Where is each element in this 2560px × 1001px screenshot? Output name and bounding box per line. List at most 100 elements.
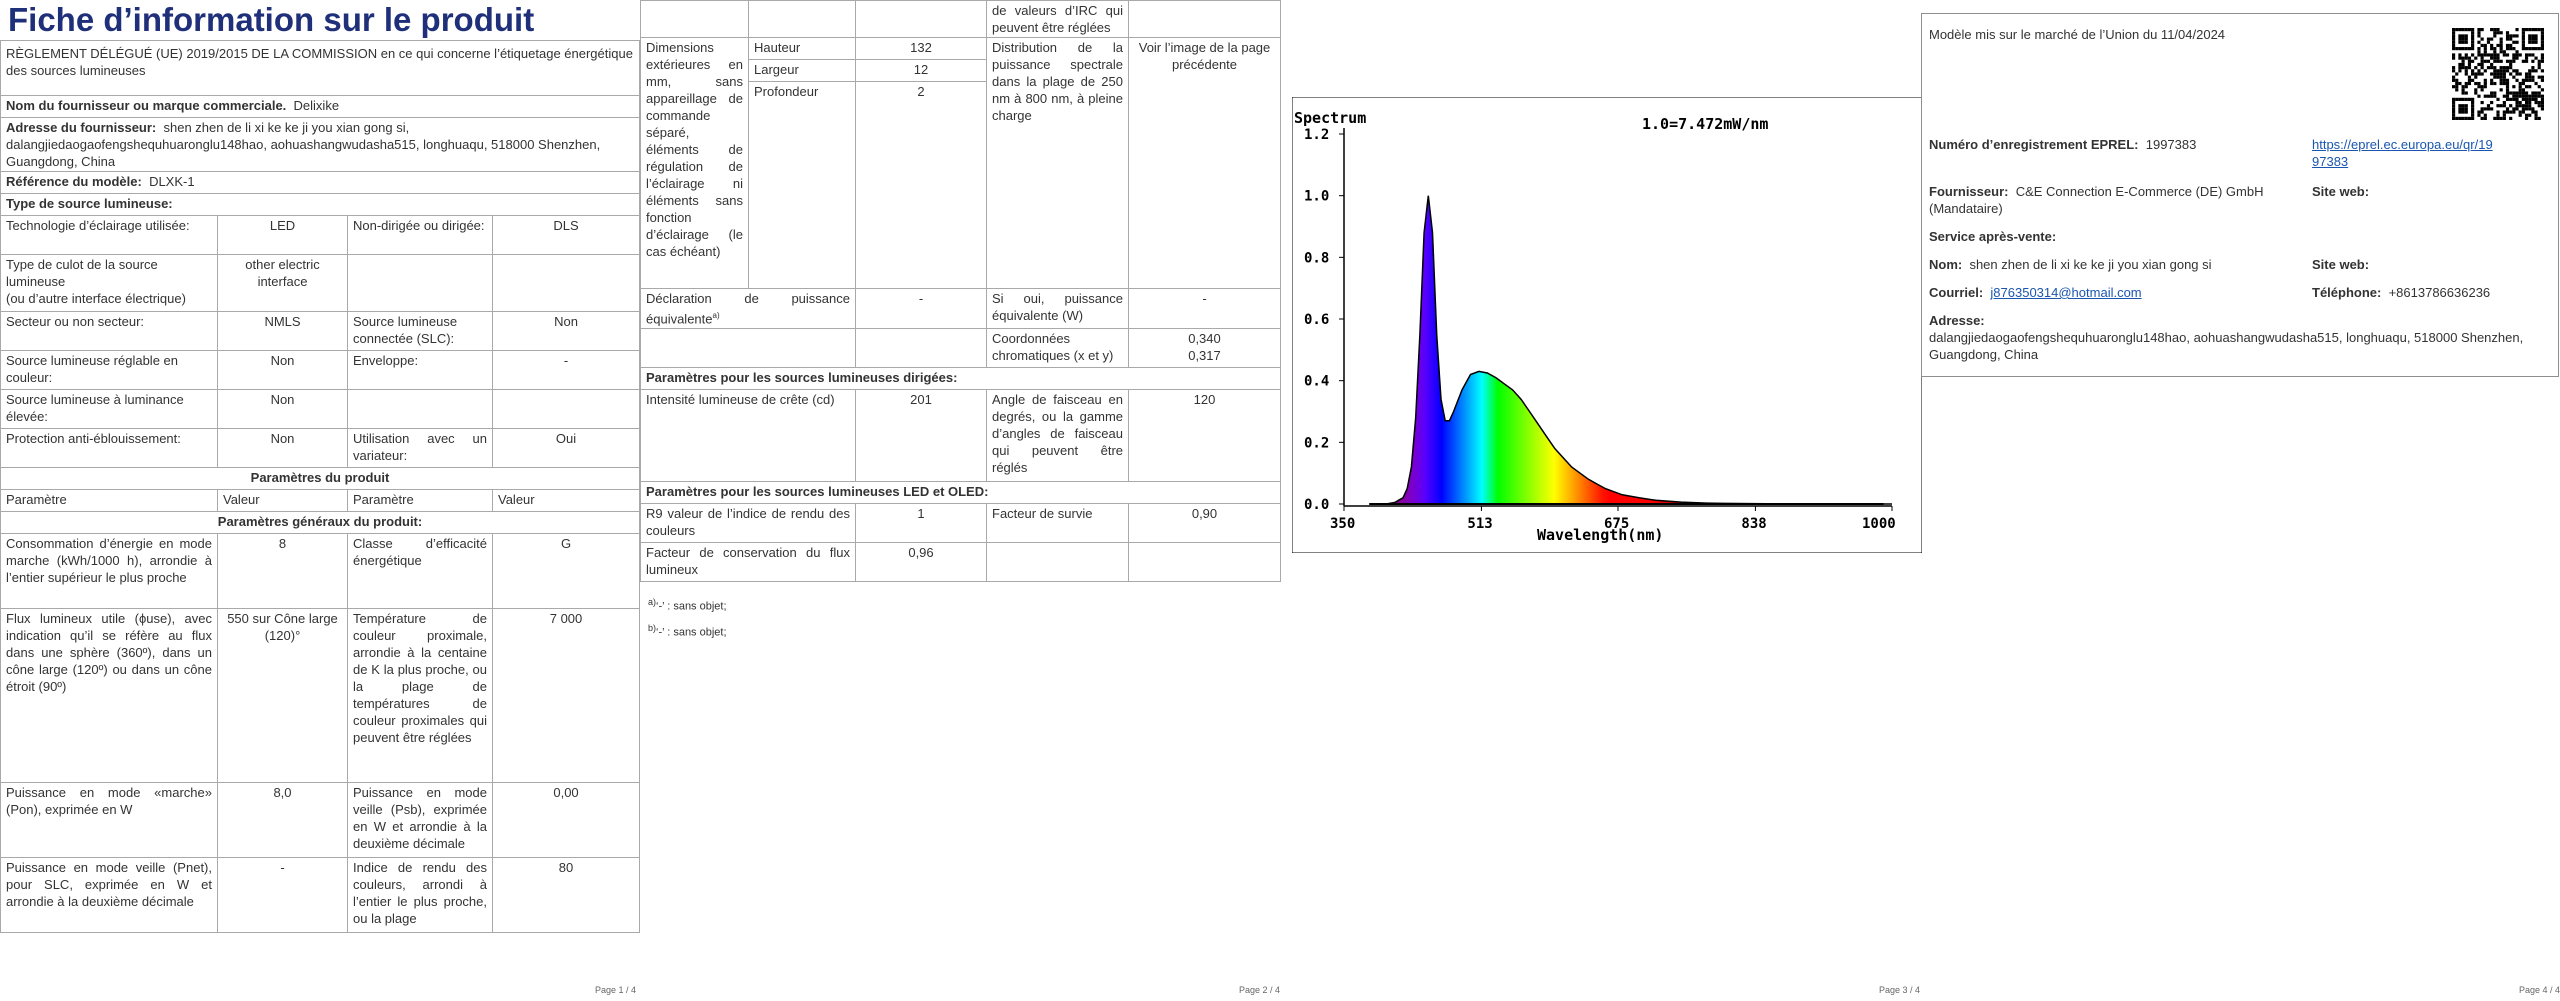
supplier-role: (Mandataire): [1929, 201, 2003, 216]
eprel-link-line-2[interactable]: 97383: [2312, 154, 2349, 169]
chart-frame: [1292, 97, 1922, 553]
page-number: Page 1 / 4: [595, 985, 637, 995]
cell: -: [491, 350, 641, 390]
cell: Source lumineuse à luminance élevée:: [0, 389, 218, 429]
name-label: Nom:: [1929, 257, 1963, 272]
phone-value: +8613786636236: [2388, 285, 2491, 300]
footnote-a: a)‘-’ : sans objet;: [640, 592, 727, 618]
service-label: Service après-vente:: [1929, 229, 2057, 244]
cell: Utilisation avec un variateur:: [347, 428, 493, 468]
cell: [1128, 542, 1281, 583]
table-row: Secteur ou non secteur: NMLS Source lumi…: [0, 311, 641, 351]
cell: [748, 0, 856, 38]
model-value: DLXK-1: [149, 174, 195, 189]
page-1: Fiche d’information sur le produit RÈGLE…: [0, 0, 641, 1001]
email-row: Courriel: j876350314@hotmail.com: [1929, 284, 2142, 301]
cell: [491, 389, 641, 429]
spectral-label: Distribution de la puissance spectrale d…: [986, 37, 1129, 289]
qr-code-icon[interactable]: [2452, 28, 2544, 120]
cell: Technologie d’éclairage utilisée:: [0, 215, 218, 255]
cell: 8: [217, 533, 348, 609]
chroma-x: 0,340: [1188, 331, 1221, 347]
cell: [347, 389, 493, 429]
general-header: Paramètres généraux du produit:: [0, 511, 641, 534]
email-link[interactable]: j876350314@hotmail.com: [1990, 285, 2142, 300]
spectrum-line: [1369, 195, 1892, 505]
cell: Source lumineuse réglable en couleur:: [0, 350, 218, 390]
cell: 7 000: [491, 608, 641, 783]
dims-label: Dimensions extérieures en mm, sans appar…: [640, 37, 749, 289]
decl-sup: a): [712, 311, 720, 320]
cell: [640, 328, 856, 369]
table-row: Puissance en mode veille (Pnet), pour SL…: [0, 857, 641, 933]
column-header-row: Paramètre Valeur Paramètre Valeur: [0, 489, 641, 512]
y-tick-label: 0.6: [1304, 312, 1329, 328]
flux-label: Facteur de conservation du flux lumineux: [640, 542, 856, 583]
table-row: Source lumineuse à luminance élevée: Non: [0, 389, 641, 429]
cell: Puissance en mode «marche» (Pon), exprim…: [0, 782, 218, 858]
cell: Non: [491, 311, 641, 351]
decl-value: -: [855, 287, 987, 330]
chart-annotation: 1.0=7.472mW/nm: [1642, 115, 1768, 133]
page-title: Fiche d’information sur le produit: [8, 1, 535, 38]
beam-value: 120: [1128, 389, 1281, 483]
chroma-y: 0,317: [1188, 348, 1221, 364]
x-tick-label: 350: [1330, 516, 1355, 532]
page-number: Page 3 / 4: [1878, 985, 1920, 995]
cell: Puissance en mode veille (Psb), exprimée…: [347, 782, 493, 858]
website2-label: Site web:: [2312, 257, 2370, 272]
table-row: Technologie d’éclairage utilisée: LED No…: [0, 215, 641, 255]
y-tick-label: 1.0: [1304, 189, 1329, 205]
cell: [347, 254, 493, 312]
phone-label: Téléphone:: [2312, 285, 2382, 300]
column-header: Valeur: [217, 489, 348, 512]
cell: Indice de rendu des couleurs, arrondi à …: [347, 857, 493, 933]
email-label: Courriel:: [1929, 285, 1984, 300]
cell: Non-dirigée ou dirigée:: [347, 215, 493, 255]
cell: other electric interface: [217, 254, 348, 312]
cell: 0,00: [491, 782, 641, 858]
eprel-link-line-1[interactable]: https://eprel.ec.europa.eu/qr/19: [2312, 137, 2493, 152]
footnote-a-mark: a): [648, 597, 657, 607]
phone-row: Téléphone: +8613786636236: [2312, 284, 2490, 301]
type-header: Type de source lumineuse:: [0, 193, 641, 216]
cell: [1128, 0, 1281, 38]
eprel-label: Numéro d’enregistrement EPREL:: [1929, 137, 2139, 152]
x-tick-label: 513: [1467, 516, 1492, 532]
cell: Source lumineuse connectée (SLC):: [347, 311, 493, 351]
led-header: Paramètres pour les sources lumineuses L…: [640, 481, 1281, 505]
footnote-b-mark: b): [648, 622, 657, 633]
cell: Non: [217, 389, 348, 429]
footnote-b-text: ‘-’ : sans objet;: [656, 626, 727, 639]
cell: de valeurs d’IRC qui peuvent être réglée…: [986, 0, 1129, 38]
supplier-value: Delixike: [293, 98, 340, 113]
y-tick-label: 0.2: [1304, 435, 1329, 451]
page-4: Page 4 / 4: [1920, 0, 2560, 1001]
dim-value: 132: [855, 37, 987, 60]
table-row: Puissance en mode «marche» (Pon), exprim…: [0, 782, 641, 858]
cell: Type de culot de la source lumineuse (ou…: [0, 254, 218, 312]
cell: Classe d’efficacité énergétique: [347, 533, 493, 609]
model-row: Référence du modèle: DLXK-1: [0, 171, 641, 194]
footnote-b: b)‘-’ : sans objet;: [640, 618, 727, 644]
address-label: Adresse du fournisseur:: [6, 120, 157, 135]
eprel-link[interactable]: https://eprel.ec.europa.eu/qr/19 97383: [2312, 136, 2493, 170]
cell: Protection anti-éblouissement:: [0, 428, 218, 468]
peak-value: 201: [855, 389, 987, 483]
dim-name: Profondeur: [748, 81, 856, 289]
eprel-value: 1997383: [2145, 137, 2197, 152]
column-header: Paramètre: [0, 489, 218, 512]
address-value: dalangjiedaogaofengshequhuaronglu148hao,…: [1929, 330, 2524, 362]
r9-value: 1: [855, 503, 987, 544]
regulation-text: RÈGLEMENT DÉLÉGUÉ (UE) 2019/2015 DE LA C…: [0, 40, 641, 96]
y-tick-label: 0.4: [1304, 374, 1329, 390]
x-tick-label: 838: [1741, 516, 1766, 532]
cell: Secteur ou non secteur:: [0, 311, 218, 351]
y-tick-label: 0.0: [1304, 497, 1329, 513]
spectrum-fill: [1369, 195, 1892, 504]
dim-name: Largeur: [748, 59, 856, 82]
cell: [855, 328, 987, 369]
supplier-label: Fournisseur:: [1929, 184, 2009, 199]
cell: 80: [491, 857, 641, 933]
x-tick-label: 1000: [1862, 516, 1896, 532]
